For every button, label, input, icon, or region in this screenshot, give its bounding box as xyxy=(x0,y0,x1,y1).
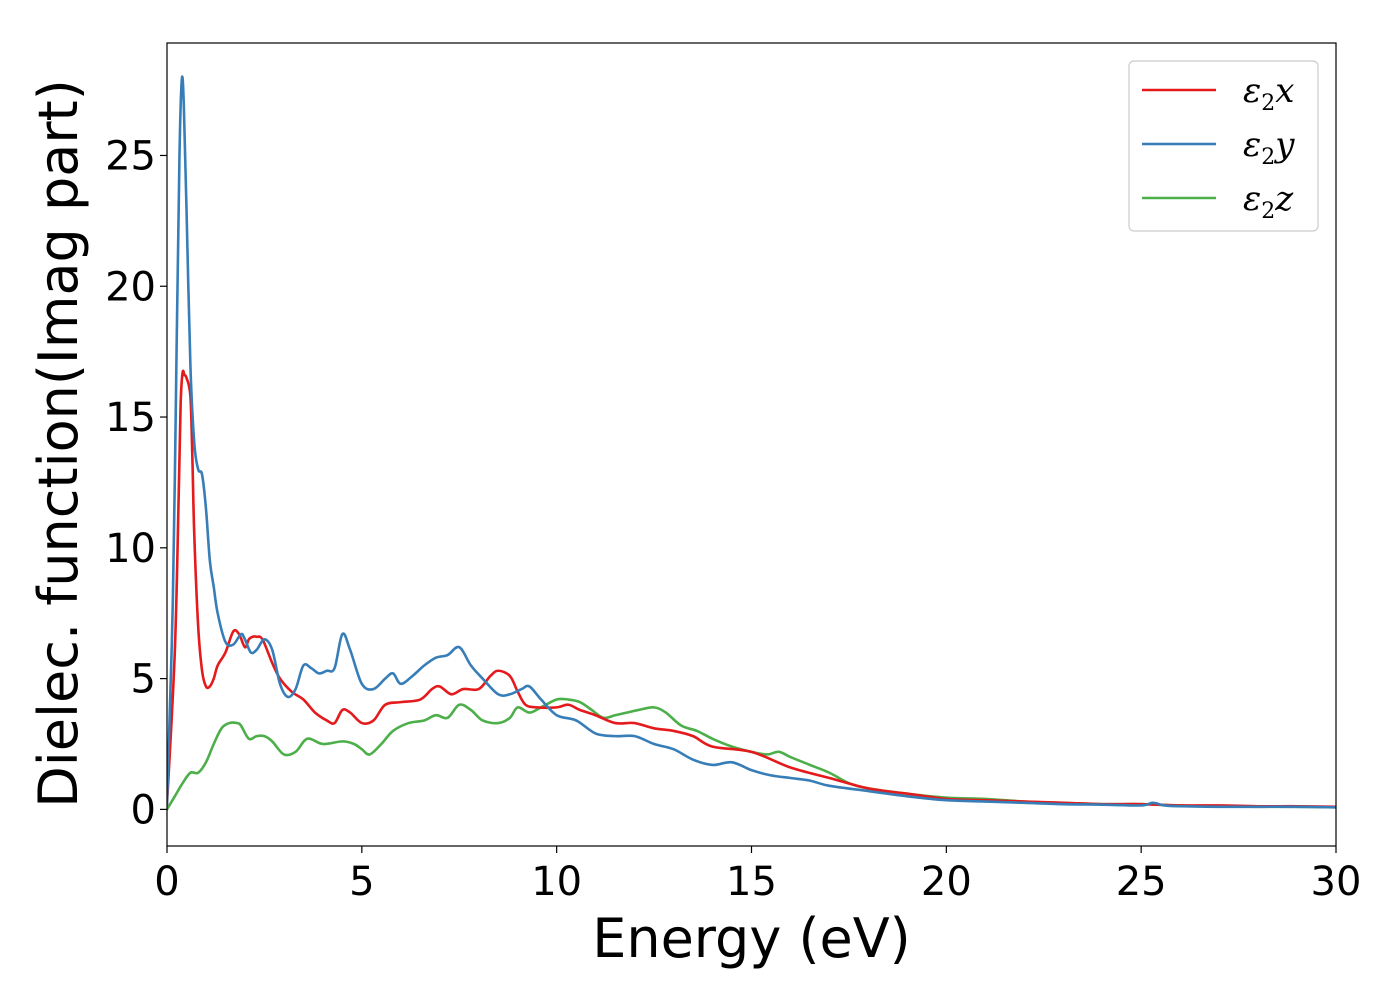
y-axis: 0 5 10 15 20 25 xyxy=(105,133,167,833)
series-line-y xyxy=(167,75,1336,809)
series-line-z xyxy=(167,697,1336,811)
x-tick-label: 5 xyxy=(349,859,374,905)
y-axis-label: Dielec. function(Imag part) xyxy=(27,79,90,808)
legend: ε2x ε2y ε2z xyxy=(1128,60,1319,232)
legend-label-x: ε2x xyxy=(1243,71,1294,116)
x-tick-label: 15 xyxy=(726,859,777,905)
x-axis: 0 5 10 15 20 25 30 xyxy=(154,846,1361,905)
y-tick-label: 10 xyxy=(105,526,156,572)
legend-box xyxy=(1128,60,1319,232)
x-tick-label: 30 xyxy=(1311,859,1362,905)
y-tick-label: 25 xyxy=(105,133,156,179)
x-tick-label: 25 xyxy=(1116,859,1167,905)
y-tick-label: 15 xyxy=(105,395,156,441)
x-tick-label: 0 xyxy=(154,859,179,905)
x-tick-label: 20 xyxy=(921,859,972,905)
series-line-x xyxy=(167,369,1336,809)
series-layer xyxy=(167,75,1336,811)
y-tick-label: 5 xyxy=(131,657,156,703)
y-tick-label: 20 xyxy=(105,264,156,310)
x-axis-label: Energy (eV) xyxy=(592,907,911,970)
x-tick-label: 10 xyxy=(531,859,582,905)
y-tick-label: 0 xyxy=(131,787,156,833)
legend-label-y: ε2y xyxy=(1243,125,1295,170)
legend-label-z: ε2z xyxy=(1243,179,1294,224)
